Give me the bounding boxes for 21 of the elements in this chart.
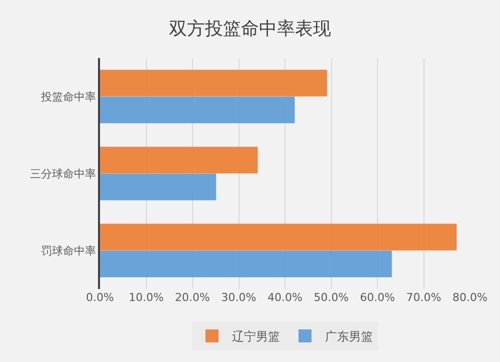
y-tick-label: 三分球命中率 [30,167,96,180]
chart-title: 双方投篮命中率表现 [169,18,331,40]
x-tick-label: 30.0% [221,291,256,304]
bar [100,96,295,124]
x-tick-label: 70.0% [406,291,442,304]
legend-label: 广东男篮 [325,330,373,344]
bar [100,224,457,250]
legend-label: 辽宁男篮 [232,330,280,344]
x-tick-label: 40.0% [268,291,302,304]
y-tick-label: 投篮命中率 [40,90,96,104]
x-tick-label: 50.0% [314,291,349,304]
y-tick-label: 罚球命中率 [40,244,96,258]
x-tick-label: 0.0% [86,291,114,304]
x-tick-label: 10.0% [128,291,164,304]
x-tick-label: 60.0% [360,291,395,304]
bar [100,174,216,200]
bar [100,146,258,174]
x-tick-label: 80.0% [452,291,488,304]
x-tick-label: 20.0% [175,291,210,304]
bar [100,250,392,278]
bar [100,70,328,96]
